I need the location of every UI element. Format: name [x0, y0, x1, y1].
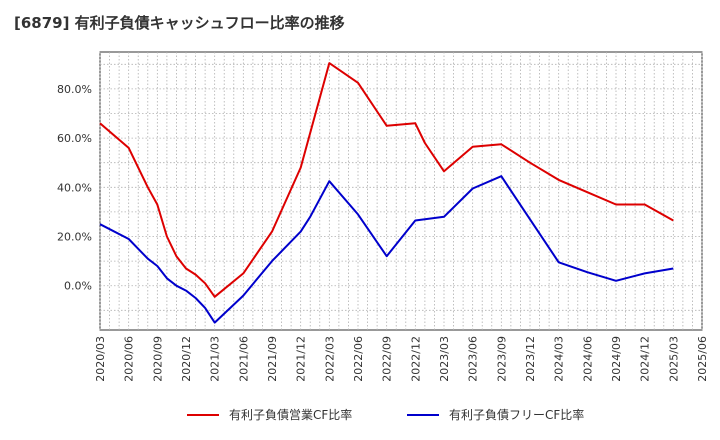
x-tick-label: 2022/12: [409, 336, 422, 382]
x-tick-label: 2023/12: [524, 336, 537, 382]
y-tick-label: 40.0%: [57, 181, 92, 194]
series-line-2: [99, 175, 674, 324]
legend-label-1: 有利子負債営業CF比率: [229, 407, 352, 422]
y-tick-label: 80.0%: [57, 83, 92, 96]
x-tick-label: 2023/03: [438, 336, 451, 382]
x-tick-label: 2021/09: [266, 336, 279, 382]
chart-title: [6879] 有利子負債キャッシュフロー比率の推移: [14, 14, 345, 32]
x-tick-label: 2023/06: [467, 336, 480, 382]
x-tick-label: 2024/12: [639, 336, 652, 382]
plot-area: [99, 51, 703, 331]
x-tick-label: 2021/12: [295, 336, 308, 382]
x-tick-label: 2024/09: [610, 336, 623, 382]
x-tick-label: 2020/06: [123, 336, 136, 382]
x-tick-label: 2024/03: [553, 336, 566, 382]
y-tick-label: 20.0%: [57, 231, 92, 244]
x-tick-label: 2024/06: [581, 336, 594, 382]
x-tick-label: 2022/09: [381, 336, 394, 382]
legend-label-2: 有利子負債フリーCF比率: [449, 407, 584, 422]
x-tick-label: 2020/09: [151, 336, 164, 382]
y-tick-label: 0.0%: [64, 280, 92, 293]
x-tick-label: 2022/06: [352, 336, 365, 382]
x-tick-label: 2022/03: [323, 336, 336, 382]
series-line-1: [99, 62, 674, 298]
x-tick-label: 2021/03: [209, 336, 222, 382]
x-tick-label: 2023/09: [495, 336, 508, 382]
x-tick-label: 2020/03: [94, 336, 107, 382]
x-tick-label: 2020/12: [180, 336, 193, 382]
y-tick-label: 60.0%: [57, 132, 92, 145]
x-tick-label: 2021/06: [237, 336, 250, 382]
x-tick-label: 2025/03: [667, 336, 680, 382]
x-tick-label: 2025/06: [696, 336, 709, 382]
